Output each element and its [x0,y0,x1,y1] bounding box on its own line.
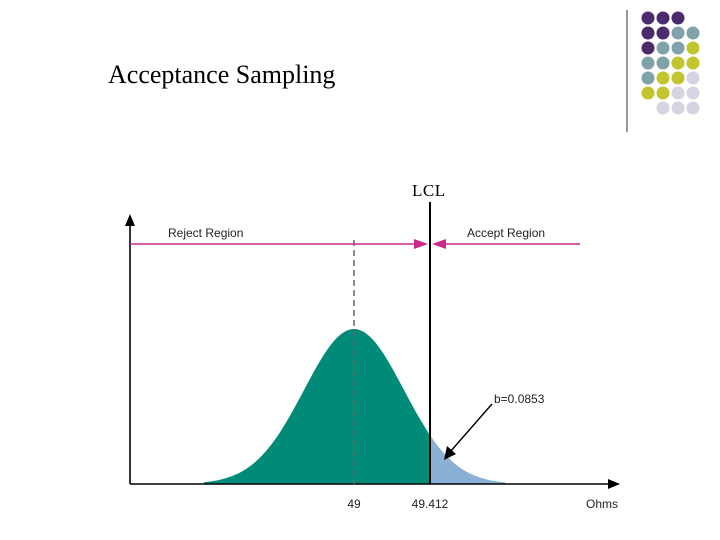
y-axis-arrowhead [125,214,135,226]
beta-pointer-line [449,403,493,453]
reject-region-label: Reject Region [168,226,243,240]
decorative-dot [686,26,700,40]
decorative-dot [656,86,670,100]
decorative-dot [656,26,670,40]
decorative-dot [671,71,685,85]
decorative-dot [656,71,670,85]
lcl-label: LCL [412,181,446,200]
decorative-dot [686,56,700,70]
decorative-dot [641,41,655,55]
accept-arrowhead [432,239,446,249]
decorative-dot [671,41,685,55]
beta-label: b=0.0853 [494,392,545,406]
decorative-dot [641,11,655,25]
decorative-dot [656,11,670,25]
decorative-dot [656,56,670,70]
decorative-dot [641,71,655,85]
decorative-dot [656,101,670,115]
decorative-dot [686,101,700,115]
decorative-dot [671,56,685,70]
x-axis-unit-label: Ohms [586,497,618,511]
decorative-dot-grid [626,10,700,132]
decorative-dot [686,41,700,55]
decorative-dot [671,86,685,100]
decorative-dot [671,11,685,25]
mean-tick-label: 49 [347,497,361,511]
decorative-dot [686,86,700,100]
decorative-dot [641,56,655,70]
beta-pointer-head [444,446,456,460]
decorative-dot [641,86,655,100]
decorative-dot [641,26,655,40]
beta-tail-area [430,435,505,484]
x-axis-arrowhead [608,479,620,489]
decorative-dot [671,26,685,40]
curve-main-area [204,329,430,484]
decorative-dot [671,101,685,115]
accept-region-label: Accept Region [467,226,545,240]
slide-title: Acceptance Sampling [108,60,336,89]
decorative-dot [656,41,670,55]
lcl-tick-label: 49.412 [412,497,449,511]
decorative-dots [641,11,700,115]
reject-arrowhead [414,239,428,249]
decorative-dot [686,71,700,85]
